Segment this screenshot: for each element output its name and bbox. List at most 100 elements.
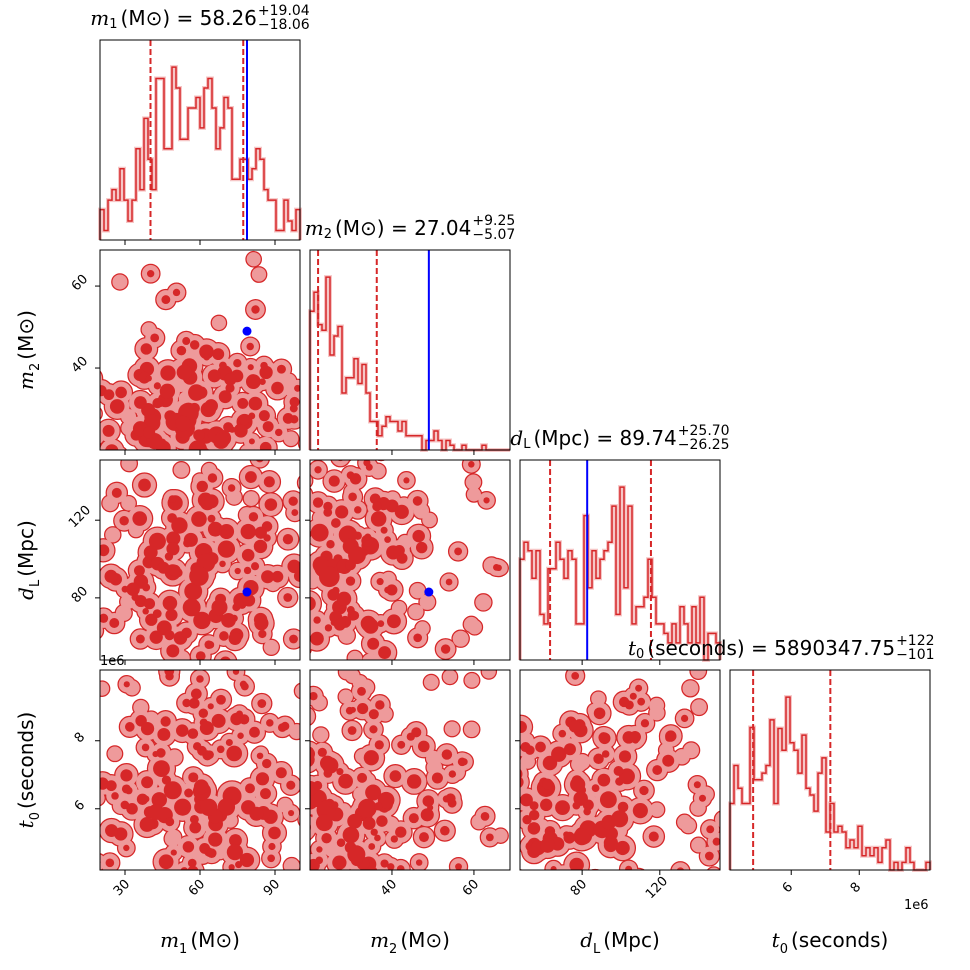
contour-blob-core bbox=[47, 375, 56, 384]
contour-blob-outer bbox=[631, 867, 646, 870]
title-subscript: 2 bbox=[323, 226, 332, 242]
contour-blob-core bbox=[333, 618, 346, 631]
contour-blob-fill bbox=[59, 432, 77, 450]
contour-blob-fill bbox=[294, 683, 300, 698]
contour-blob-core bbox=[573, 828, 591, 846]
contour-blob-core bbox=[218, 390, 232, 404]
contour-blob-core bbox=[440, 644, 451, 654]
contour-blob-core bbox=[319, 566, 340, 588]
contour-blob-core bbox=[328, 475, 340, 487]
contour-blob-core bbox=[48, 771, 56, 779]
contour-blob-core bbox=[164, 630, 175, 641]
contour-blob-fill bbox=[317, 435, 332, 450]
contour-blob-core bbox=[506, 720, 516, 730]
contour-blob-core bbox=[555, 800, 570, 816]
contour-blob-fill bbox=[320, 395, 337, 412]
contour-blob-core bbox=[357, 702, 369, 715]
contour-blob-fill bbox=[698, 919, 712, 933]
contour-blob-core bbox=[368, 843, 376, 850]
contour-blob-core bbox=[260, 788, 271, 800]
contour-blob-core bbox=[698, 794, 707, 802]
contour-blob-core bbox=[442, 795, 450, 803]
contour-blob-fill bbox=[114, 699, 132, 717]
contour-blob-core bbox=[182, 841, 195, 853]
contour-blob-fill bbox=[549, 878, 566, 895]
histogram-m2 bbox=[308, 249, 511, 452]
contour-blob-core bbox=[280, 705, 290, 715]
contour-blob-core bbox=[244, 471, 257, 483]
contour-blob-core bbox=[140, 343, 153, 355]
contour-blob-fill bbox=[347, 650, 363, 660]
contour-blob-fill bbox=[442, 670, 458, 684]
contour-blob-core bbox=[262, 421, 274, 433]
contour-blob-fill bbox=[246, 252, 261, 267]
contour-blob-outer bbox=[79, 558, 96, 575]
histogram-step bbox=[309, 276, 510, 451]
contour-blob-core bbox=[348, 546, 366, 565]
contour-blob-core bbox=[289, 634, 298, 644]
contour-blob-core bbox=[323, 507, 333, 517]
contour-blob-core bbox=[134, 396, 147, 409]
title-minus-error: −5.07 bbox=[472, 227, 516, 243]
contour-blob-fill bbox=[579, 902, 595, 918]
contour-blob-core bbox=[161, 295, 171, 305]
contour-blob-core bbox=[427, 804, 434, 811]
contour-blob-core bbox=[248, 396, 263, 411]
contour-blob-fill bbox=[708, 867, 720, 870]
contour-blob-outer bbox=[577, 960, 593, 970]
contour-blob-core bbox=[635, 684, 643, 692]
contour-blob-fill bbox=[79, 558, 96, 575]
contour-blob-core bbox=[151, 451, 166, 466]
contour-blob-core bbox=[254, 526, 267, 539]
axis-unit: (seconds) bbox=[14, 711, 38, 810]
contour-blob-core bbox=[166, 531, 181, 546]
contour-blob-core bbox=[629, 692, 637, 700]
contour-blob-core bbox=[83, 392, 91, 400]
contour-blob-outer bbox=[212, 894, 232, 914]
contour-blob-core bbox=[86, 373, 97, 384]
title-plus-error: +122 bbox=[896, 633, 935, 649]
contour-blob-fill bbox=[520, 763, 528, 785]
contour-blob-core bbox=[637, 697, 646, 706]
contour-blob-core bbox=[182, 337, 191, 346]
contour-blob-fill bbox=[338, 740, 353, 755]
contour-blob-core bbox=[157, 561, 170, 574]
contour-blob-fill bbox=[671, 862, 690, 870]
contour-blob-core bbox=[119, 515, 129, 526]
contour-blob-core bbox=[228, 632, 242, 646]
contour-blob-fill bbox=[60, 434, 79, 453]
axis-symbol: m bbox=[14, 370, 38, 390]
axis-subscript: 0 bbox=[779, 942, 788, 957]
contour-blob-core bbox=[131, 593, 140, 602]
contour-blob-core bbox=[249, 828, 257, 836]
contour-blob-core bbox=[199, 798, 218, 817]
title-m2: m 2 (M⊙) = 27.04 +9.25 −5.07 bbox=[305, 214, 516, 242]
contour-blob-core bbox=[190, 688, 202, 700]
contour-blob-core bbox=[321, 832, 332, 844]
contour-blob-core bbox=[527, 822, 541, 835]
contour-blob-core bbox=[347, 813, 363, 829]
title-plus-error: +19.04 bbox=[257, 3, 310, 19]
contour-blob-core bbox=[676, 867, 685, 870]
contour-blob-core bbox=[497, 773, 506, 782]
contour-blob-outer bbox=[492, 768, 511, 787]
contour-blob-core bbox=[102, 424, 115, 437]
contour-blob-core bbox=[160, 716, 171, 727]
contour-blob-core bbox=[335, 505, 349, 519]
contour-blob-fill bbox=[53, 805, 71, 823]
x-axis-label-dL: dL (Mpc) bbox=[580, 928, 660, 957]
y-axis-label-t0: t0 (seconds) bbox=[14, 711, 43, 829]
contour-blob-fill bbox=[107, 746, 123, 761]
contour-blob-core bbox=[152, 398, 163, 409]
title-median: 89.74 bbox=[619, 426, 677, 450]
title-minus-error: −101 bbox=[896, 647, 935, 663]
panel-frame bbox=[519, 459, 721, 661]
contour-blob-core bbox=[153, 382, 161, 390]
contour-blob-core bbox=[350, 610, 360, 621]
contour-blob-core bbox=[183, 538, 192, 548]
contour-blob-core bbox=[310, 530, 312, 538]
contour-blob-core bbox=[374, 740, 384, 750]
panel-frame bbox=[309, 459, 511, 661]
contour-blob-fill bbox=[495, 752, 516, 773]
contour-blob-core bbox=[174, 798, 192, 816]
